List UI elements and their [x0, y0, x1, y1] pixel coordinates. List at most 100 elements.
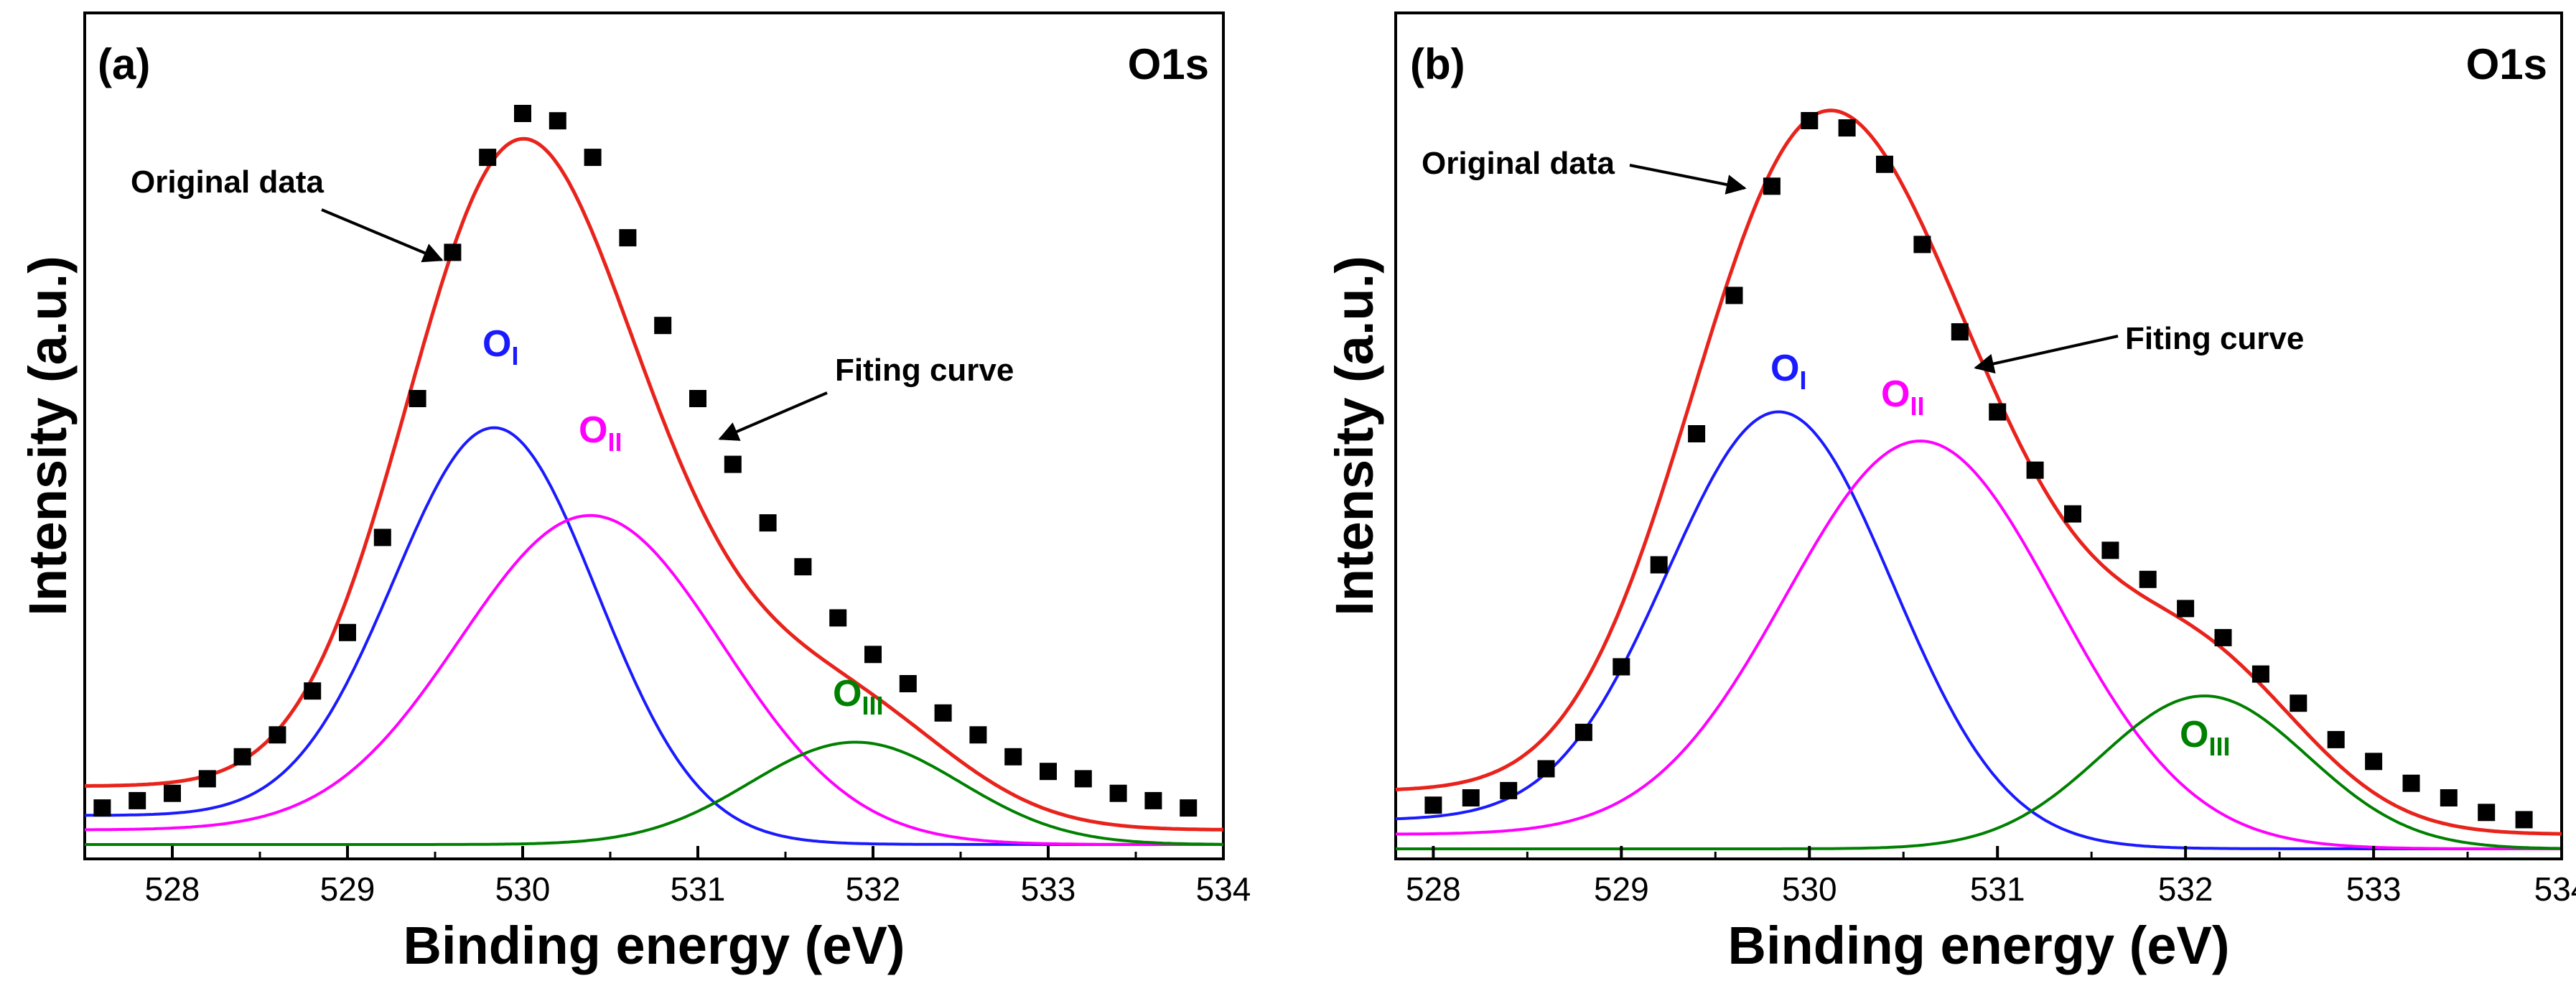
fitting-curve-annotation: Fiting curve — [835, 353, 1014, 388]
original-data-point — [1180, 799, 1198, 817]
panel-a: 528 529 530 531 532 533 534 (a) O1s Binding en… — [18, 11, 1251, 975]
original-data-point — [304, 682, 322, 700]
original-data-point — [759, 514, 777, 532]
original-data-point — [339, 623, 356, 641]
x-tick-label: 530 — [495, 870, 551, 908]
original-data-point — [233, 748, 251, 766]
x-tick-label: 534 — [1196, 870, 1251, 908]
component-curve-o-ii — [85, 513, 1223, 846]
original-data-arrow — [321, 208, 444, 263]
original-data-point — [864, 646, 882, 664]
original-data-point — [1424, 796, 1442, 814]
original-data-point — [2101, 541, 2119, 559]
original-data-point — [1838, 119, 1856, 137]
x-tick-label: 530 — [1782, 870, 1837, 908]
original-data-annotation: Original data — [131, 164, 324, 200]
x-tick-label: 533 — [1021, 870, 1076, 908]
original-data-point — [1537, 760, 1555, 778]
original-data-point — [794, 558, 812, 576]
fitting-curve-annotation: Fiting curve — [2125, 321, 2304, 356]
original-data-point — [198, 770, 216, 788]
fitting-curve — [85, 136, 1223, 832]
chart-title: O1s — [1128, 40, 1209, 88]
x-tick-label: 534 — [2534, 870, 2576, 908]
original-data-point — [1801, 112, 1819, 129]
component-label-oi: OI — [482, 323, 518, 371]
original-data-point — [1913, 236, 1931, 254]
original-data-point — [93, 799, 111, 817]
x-tick-label: 532 — [2158, 870, 2213, 908]
component-curve-o-ii — [1395, 439, 2562, 850]
original-data-annotation: Original data — [1422, 146, 1615, 181]
x-tick-label: 531 — [1970, 870, 2025, 908]
original-data-point — [2139, 570, 2157, 588]
x-tick-label: 528 — [1406, 870, 1461, 908]
original-data-point — [444, 243, 462, 261]
original-data-point — [619, 229, 637, 247]
x-tick-label: 533 — [2346, 870, 2402, 908]
component-curve-o-i — [1395, 410, 2562, 850]
original-data-point — [1040, 763, 1057, 781]
plot-frame — [1394, 11, 2563, 860]
original-data-point — [584, 149, 602, 167]
original-data-point — [934, 704, 952, 722]
original-data-point — [1144, 791, 1162, 809]
original-data-point — [2214, 628, 2232, 646]
original-data-point — [969, 726, 987, 744]
original-data-point — [1462, 789, 1480, 806]
component-label-oiii: OIII — [2180, 714, 2230, 761]
original-data-point — [1650, 556, 1668, 574]
fitting-curve — [1395, 108, 2562, 836]
original-data-point — [724, 455, 742, 473]
y-axis-label: Intensity (a.u.) — [18, 256, 78, 616]
original-data-point — [1725, 287, 1743, 304]
original-data-point — [2365, 753, 2383, 771]
original-data-point — [1004, 748, 1022, 766]
original-data-point — [1613, 658, 1630, 676]
original-data-point — [899, 675, 917, 692]
original-data-point — [409, 390, 426, 407]
original-data-arrow — [1629, 164, 1747, 195]
original-data-point — [1951, 323, 1969, 341]
original-data-point — [479, 149, 497, 167]
original-data-point — [2440, 789, 2458, 806]
original-data-point — [2177, 600, 2195, 618]
original-data-point — [2026, 461, 2044, 479]
component-label-oii: OII — [1881, 373, 1924, 421]
original-data-point — [2515, 811, 2533, 829]
original-data-point — [689, 390, 706, 407]
component-label-oi: OI — [1770, 348, 1806, 395]
component-curve-o-iii — [1396, 694, 2562, 850]
original-data-point — [2251, 665, 2269, 683]
original-data-point — [1763, 177, 1781, 195]
component-label-oiii: OIII — [833, 673, 883, 720]
panel-b: 528 529 530 531 532 533 534 (b) O1s Binding en… — [1325, 11, 2576, 975]
original-data-point — [2402, 774, 2420, 792]
chart-title: O1s — [2466, 40, 2547, 88]
original-data-point — [373, 529, 391, 547]
plot-frame — [83, 11, 1225, 860]
panel-label: (b) — [1410, 40, 1465, 88]
fitting-curve-arrow — [718, 391, 828, 441]
original-data-point — [549, 112, 566, 130]
original-data-point — [2478, 804, 2496, 822]
original-data-point — [829, 609, 847, 627]
original-data-point — [1989, 403, 2007, 421]
original-data-point — [1876, 155, 1893, 173]
original-data-point — [2290, 694, 2307, 712]
component-curve-o-i — [84, 426, 1223, 846]
original-data-point — [2064, 505, 2081, 523]
x-tick-label: 528 — [145, 870, 200, 908]
original-data-point — [164, 784, 181, 802]
original-data-point — [1574, 723, 1592, 741]
original-data-point — [129, 791, 146, 809]
fitting-curve-arrow — [1974, 335, 2119, 374]
original-data-point — [1109, 784, 1127, 802]
original-data-point — [269, 726, 286, 744]
original-data-point — [514, 105, 531, 122]
component-label-oii: OII — [579, 409, 622, 457]
x-axis-label: Binding energy (eV) — [1728, 916, 2230, 975]
x-tick-label: 529 — [320, 870, 375, 908]
original-data-point — [654, 317, 672, 335]
